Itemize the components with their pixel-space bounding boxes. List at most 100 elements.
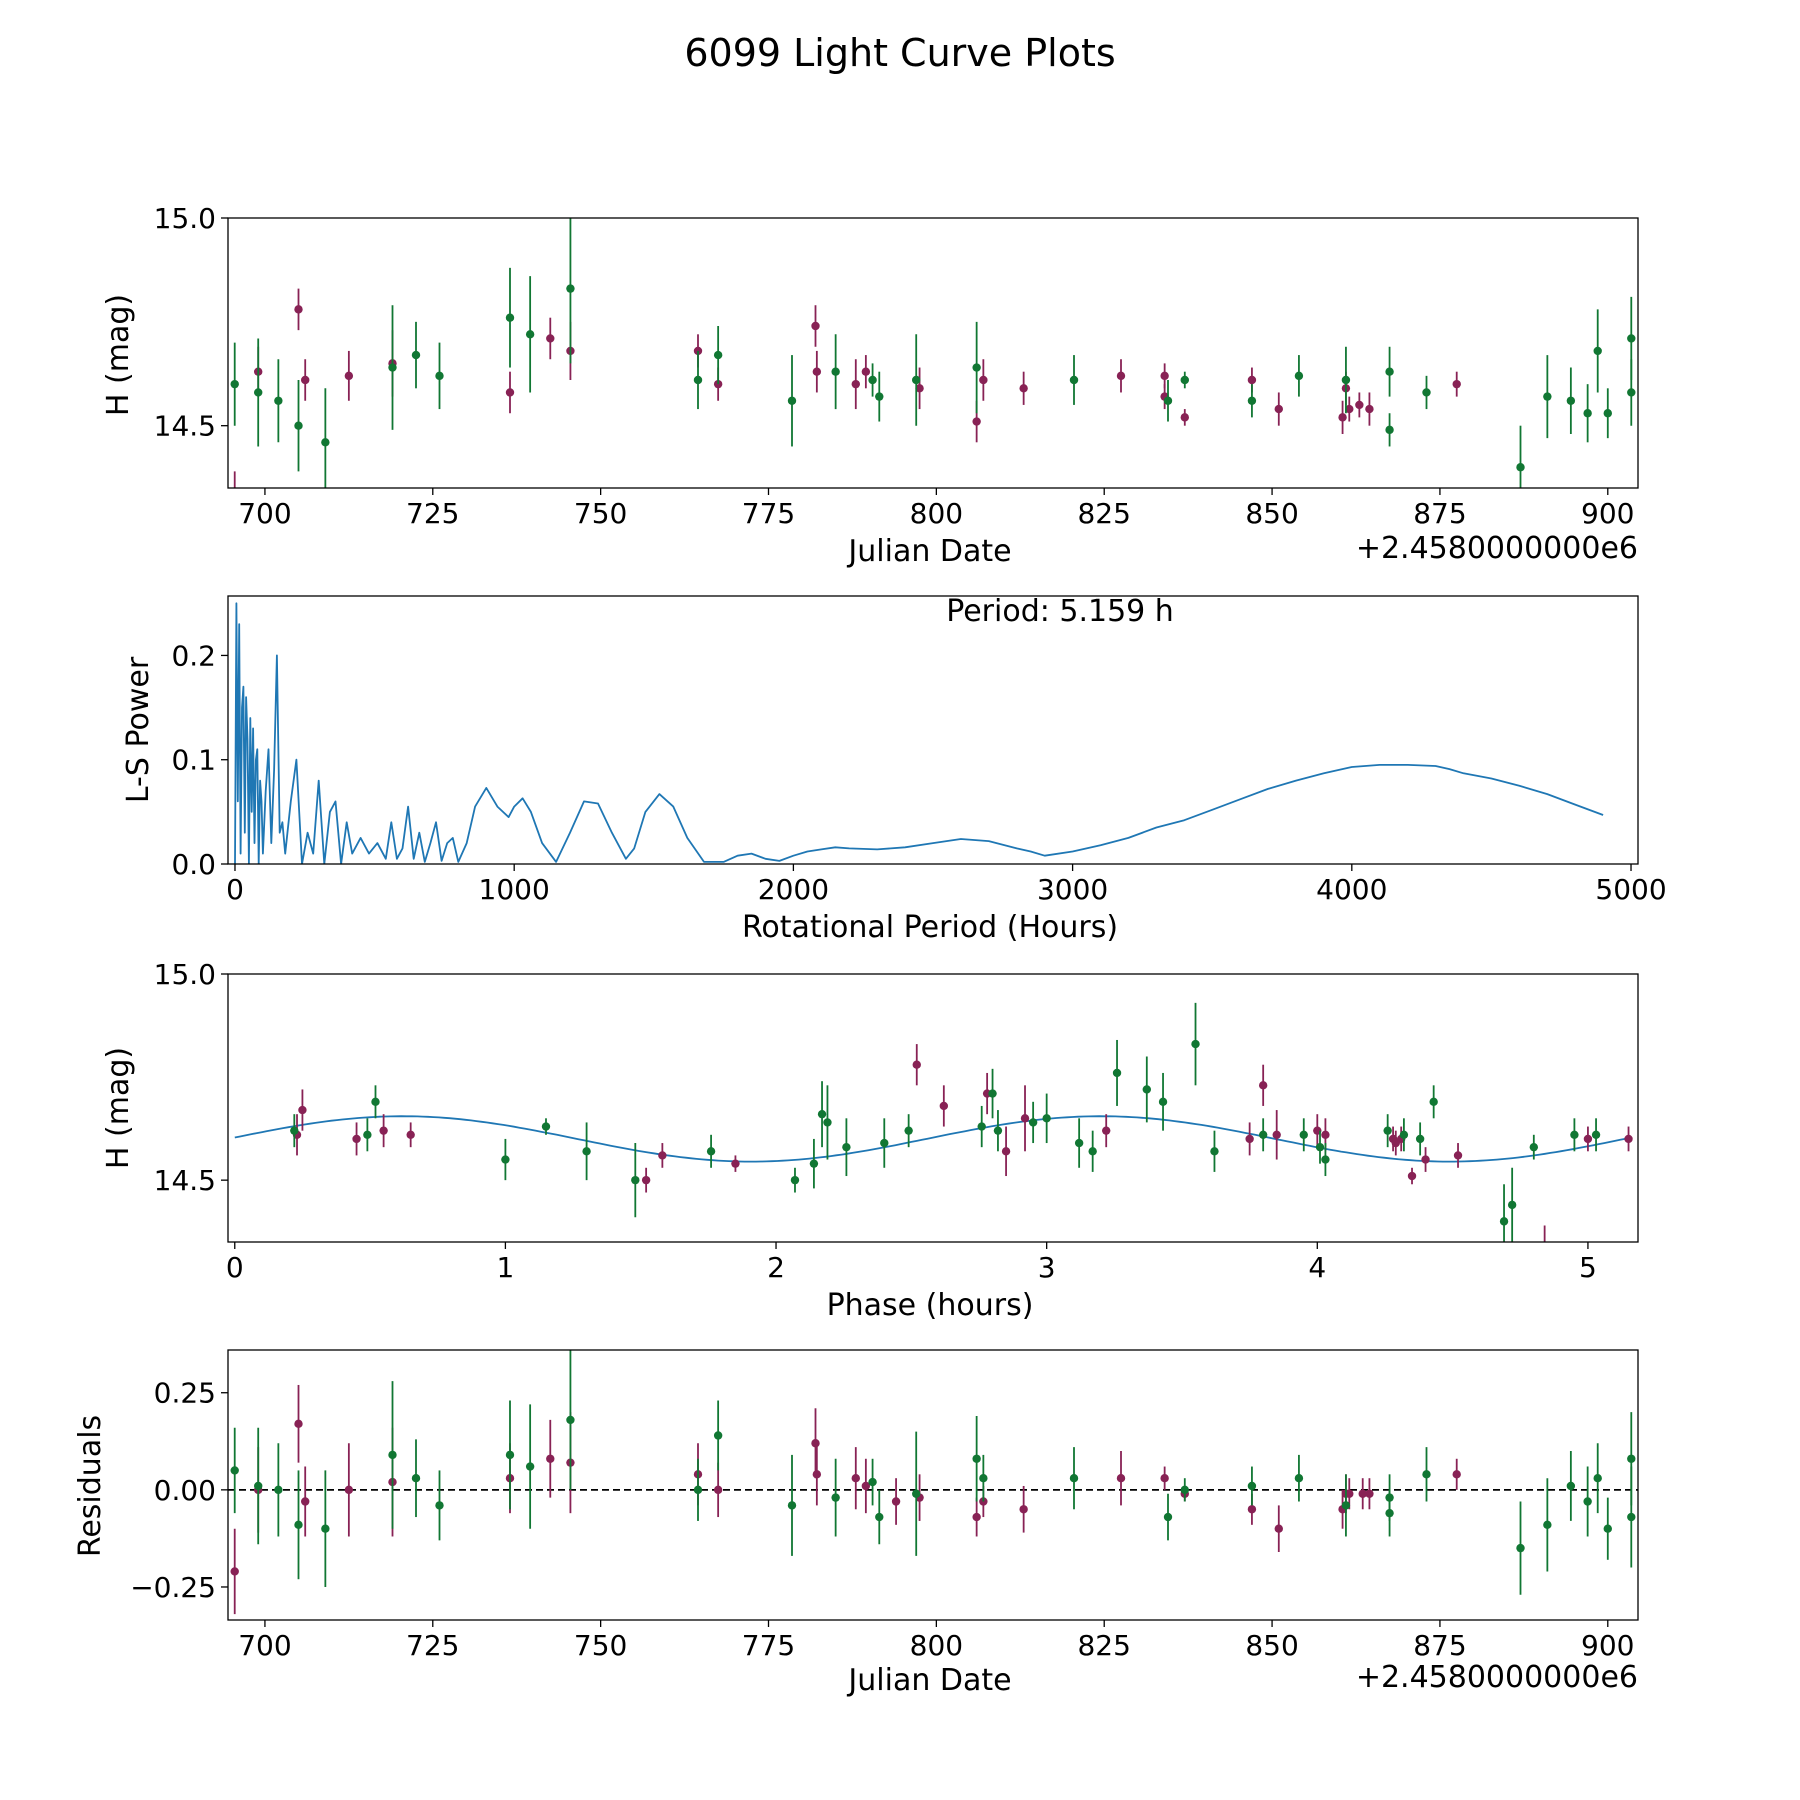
residuals-ytick-label: 0.00 — [154, 1474, 216, 1507]
light-curve-data-point — [1180, 413, 1189, 422]
light-curve-series-b — [230, 218, 1636, 488]
residuals-data-point — [301, 1497, 310, 1506]
light-curve-data-point — [1069, 375, 1079, 385]
residuals-data-point — [812, 1470, 822, 1479]
periodogram-ylabel: L-S Power — [121, 656, 156, 803]
phased-curve-data-point — [706, 1147, 716, 1156]
light-curve-offset-label: +2.4580000000e6 — [1356, 531, 1638, 566]
light-curve-data-point — [787, 396, 797, 405]
phased-curve-data-point — [988, 1089, 997, 1098]
phased-curve-data-point — [406, 1130, 415, 1140]
light-curve-data-point — [861, 367, 871, 376]
phased-curve-data-point — [731, 1159, 740, 1168]
phased-curve-data-point — [1415, 1134, 1425, 1144]
residuals-data-point — [1566, 1481, 1576, 1491]
phased-curve-data-point — [658, 1151, 667, 1160]
residuals-data-point — [411, 1474, 421, 1483]
phased-curve-data-point — [1258, 1130, 1268, 1140]
light-curve-series-a — [233, 288, 1461, 488]
residuals-data-point — [321, 1524, 330, 1533]
light-curve-data-point — [301, 375, 310, 385]
residuals-panel: Residuals Julian Date +2.4580000000e6 70… — [73, 1349, 1639, 1698]
phased-curve-data-point — [1191, 1039, 1200, 1049]
light-curve-xtick-label: 750 — [574, 497, 627, 530]
residuals-data-point — [1358, 1489, 1367, 1498]
residuals-data-point — [811, 1439, 820, 1448]
residuals-axes-frame — [227, 1349, 1639, 1621]
light-curve-xtick-label: 900 — [1581, 497, 1634, 530]
periodogram-plot-area — [234, 602, 1604, 864]
light-curve-data-point — [1274, 404, 1283, 414]
light-curve-ytick-label: 15.0 — [154, 202, 216, 235]
phased-curve-data-point — [1272, 1130, 1281, 1140]
residuals-xtick-label: 850 — [1245, 1629, 1298, 1662]
residuals-ytick-label: 0.25 — [154, 1377, 216, 1410]
light-curve-xtick-label: 725 — [406, 497, 459, 530]
phased-curve-data-point — [1258, 1081, 1268, 1090]
residuals-data-point — [693, 1485, 703, 1495]
phased-curve-data-point — [290, 1126, 299, 1135]
residuals-data-point — [1627, 1512, 1636, 1522]
light-curve-data-point — [1163, 396, 1173, 405]
light-curve-data-point — [1345, 404, 1354, 414]
phased-curve-data-point — [1321, 1130, 1330, 1140]
residuals-data-point — [713, 1485, 723, 1495]
light-curve-data-point — [321, 438, 330, 447]
light-curve-data-point — [915, 384, 924, 393]
light-curve-data-point — [851, 379, 860, 389]
residuals-data-point — [1543, 1520, 1552, 1530]
phased-curve-series-a — [292, 1044, 1633, 1242]
residuals-data-point — [1247, 1505, 1257, 1514]
period-annotation: Period: 5.159 h — [946, 594, 1174, 629]
periodogram-xtick-label: 1000 — [479, 873, 550, 906]
phased-curve-data-point — [582, 1147, 591, 1156]
light-curve-data-point — [1338, 413, 1347, 422]
light-curve-xtick-label: 775 — [742, 497, 795, 530]
light-curve-axes-frame — [227, 217, 1639, 489]
phased-curve-data-point — [1421, 1155, 1430, 1164]
light-curve-data-point — [505, 388, 515, 397]
light-curve-xtick-label: 875 — [1413, 497, 1466, 530]
residuals-series-b — [230, 1350, 1636, 1595]
light-curve-data-point — [388, 363, 397, 372]
light-curve-data-point — [1294, 371, 1304, 381]
light-curve-xtick-label: 700 — [238, 497, 291, 530]
phased-curve-ytick-label: 14.5 — [154, 1164, 216, 1197]
residuals-data-point — [505, 1450, 515, 1460]
phased-curve-data-point — [1570, 1130, 1579, 1140]
phased-curve-data-point — [1407, 1171, 1417, 1181]
residuals-data-point — [1341, 1501, 1351, 1510]
light-curve-data-point — [1603, 409, 1612, 418]
light-curve-xtick-label: 825 — [1077, 497, 1130, 530]
phased-curve-data-point — [1383, 1126, 1392, 1135]
residuals-data-point — [831, 1493, 840, 1502]
residuals-data-point — [566, 1415, 575, 1425]
phased-curve-data-point — [1583, 1134, 1593, 1144]
phased-curve-xtick-label: 5 — [1579, 1251, 1597, 1284]
residuals-data-point — [787, 1501, 797, 1510]
residuals-data-point — [1422, 1470, 1431, 1479]
light-curve-xtick-label: 850 — [1245, 497, 1298, 530]
light-curve-data-point — [811, 321, 820, 331]
periodogram-panel: L-S Power Rotational Period (Hours) Peri… — [121, 594, 1667, 945]
light-curve-data-point — [831, 367, 840, 376]
residuals-xtick-label: 750 — [574, 1629, 627, 1662]
light-curve-data-point — [344, 371, 354, 381]
light-curve-data-point — [1422, 388, 1431, 397]
phased-curve-xtick-label: 3 — [1038, 1251, 1056, 1284]
light-curve-data-point — [812, 367, 822, 376]
residuals-xlabel: Julian Date — [846, 1663, 1011, 1698]
phased-curve-data-point — [1591, 1130, 1601, 1140]
phased-curve-data-point — [541, 1122, 551, 1131]
light-curve-data-point — [1341, 375, 1351, 385]
periodogram-ytick-label: 0.2 — [171, 639, 216, 672]
residuals-data-point — [1019, 1505, 1028, 1514]
phased-curve-series-b — [290, 1002, 1601, 1242]
phased-curve-panel: H (mag) Phase (hours) 0 1 2 3 4 5 14.5 15.0 — [101, 958, 1639, 1323]
light-curve-data-point — [1627, 388, 1636, 397]
phased-curve-data-point — [298, 1105, 307, 1115]
light-curve-data-point — [1583, 409, 1592, 418]
light-curve-data-point — [546, 334, 555, 343]
phased-curve-data-point — [371, 1097, 380, 1107]
periodogram-series-line — [234, 602, 1604, 864]
